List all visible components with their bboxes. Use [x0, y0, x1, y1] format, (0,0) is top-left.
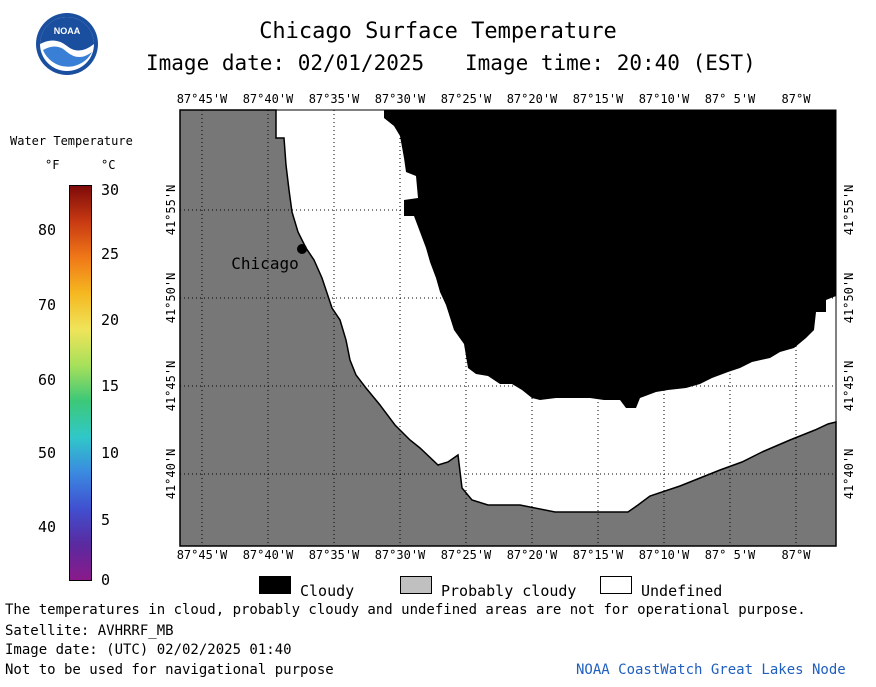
lon-label-bottom: 87°40'W: [243, 548, 294, 562]
colorbar-title: Water Temperature: [10, 134, 133, 148]
colorbar-c-tick: 10: [101, 444, 120, 462]
lat-label-right: 41°40'N: [842, 449, 856, 500]
lon-label-bottom: 87°30'W: [375, 548, 426, 562]
lon-label-top: 87°40'W: [243, 92, 294, 106]
colorbar-c-tick: 20: [101, 311, 120, 329]
lat-label-right: 41°50'N: [842, 273, 856, 324]
colorbar-c-tick: 15: [101, 377, 120, 395]
lon-label-top: 87°45'W: [177, 92, 228, 106]
disclaimer-note: The temperatures in cloud, probably clou…: [5, 602, 806, 618]
image-date: Image date: 02/01/2025: [146, 51, 425, 75]
lon-label-top: 87°10'W: [639, 92, 690, 106]
lon-label-top: 87°15'W: [573, 92, 624, 106]
lon-label-top: 87°W: [782, 92, 812, 106]
satellite-info: Satellite: AVHRRF_MB: [5, 623, 174, 639]
colorbar-f-tick: 40: [38, 518, 57, 536]
colorbar-f-tick: 80: [38, 221, 57, 239]
lon-label-top: 87°20'W: [507, 92, 558, 106]
credit-link[interactable]: NOAA CoastWatch Great Lakes Node: [576, 662, 846, 678]
lon-label-bottom: 87°15'W: [573, 548, 624, 562]
colorbar-f-tick: 60: [38, 371, 57, 389]
lon-label-bottom: 87°20'W: [507, 548, 558, 562]
lat-label-left: 41°55'N: [164, 185, 178, 236]
lon-label-bottom: 87°10'W: [639, 548, 690, 562]
colorbar-c-tick: 5: [101, 511, 111, 529]
lat-label-left: 41°50'N: [164, 273, 178, 324]
colorbar-c-tick: 30: [101, 181, 120, 199]
image-time: Image time: 20:40 (EST): [465, 51, 756, 75]
colorbar-unit-c: °C: [101, 158, 116, 172]
colorbar-c-tick: 0: [101, 571, 111, 589]
svg-text:NOAA: NOAA: [54, 26, 81, 36]
lon-label-bottom: 87°W: [782, 548, 812, 562]
lon-label-top: 87°25'W: [441, 92, 492, 106]
chicago-marker: [297, 244, 307, 254]
navigation-warning: Not to be used for navigational purpose: [5, 662, 334, 678]
lon-label-bottom: 87°25'W: [441, 548, 492, 562]
colorbar-c-tick: 25: [101, 245, 120, 263]
chicago-label: Chicago: [231, 254, 298, 273]
lon-label-top: 87° 5'W: [705, 92, 756, 106]
colorbar: [69, 185, 92, 581]
lon-label-top: 87°35'W: [309, 92, 360, 106]
legend-probably-cloudy-swatch: [400, 576, 432, 594]
lon-label-bottom: 87°35'W: [309, 548, 360, 562]
legend-undefined-swatch: [600, 576, 632, 594]
lon-label-bottom: 87° 5'W: [705, 548, 756, 562]
land-area: [179, 109, 837, 547]
legend-cloudy-label: Cloudy: [300, 582, 355, 600]
colorbar-f-tick: 70: [38, 296, 57, 314]
lon-label-bottom: 87°45'W: [177, 548, 228, 562]
lat-label-left: 41°45'N: [164, 361, 178, 412]
legend-probably-cloudy-label: Probably cloudy: [441, 582, 577, 600]
page-title: Chicago Surface Temperature: [259, 19, 617, 44]
lon-label-top: 87°30'W: [375, 92, 426, 106]
legend-cloudy-swatch: [259, 576, 291, 594]
lat-label-left: 41°40'N: [164, 449, 178, 500]
colorbar-unit-f: °F: [45, 158, 60, 172]
colorbar-f-tick: 50: [38, 444, 57, 462]
cloud-area: [384, 110, 836, 408]
lat-label-right: 41°45'N: [842, 361, 856, 412]
map-frame: [179, 109, 837, 547]
legend-undefined-label: Undefined: [641, 582, 723, 600]
lat-label-right: 41°55'N: [842, 185, 856, 236]
utc-date: Image date: (UTC) 02/02/2025 01:40: [5, 642, 292, 658]
noaa-logo: NOAA: [35, 12, 99, 76]
